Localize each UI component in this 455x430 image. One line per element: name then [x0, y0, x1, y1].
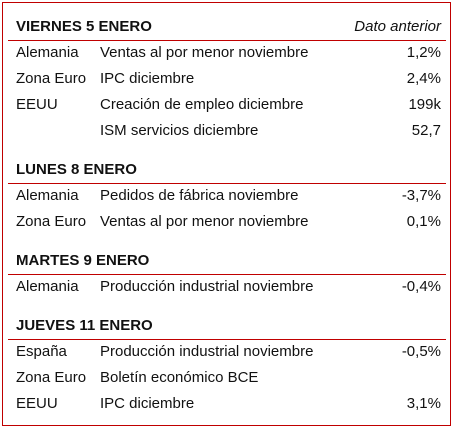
- value: 2,4%: [406, 70, 441, 87]
- country: EEUU: [16, 395, 58, 412]
- table-frame: [2, 2, 451, 426]
- country: España: [16, 343, 67, 360]
- header-rule: [8, 40, 446, 41]
- day-header: VIERNES 5 ENERO: [16, 18, 152, 35]
- indicator: Creación de empleo diciembre: [100, 96, 304, 113]
- header-rule: [8, 183, 446, 184]
- country: Zona Euro: [16, 213, 87, 230]
- column-header: Dato anterior: [354, 18, 441, 35]
- header-rule: [8, 339, 446, 340]
- indicator: Boletín económico BCE: [100, 369, 259, 386]
- value: 3,1%: [406, 395, 441, 412]
- header-rule: [8, 274, 446, 275]
- value: 52,7: [411, 122, 441, 139]
- indicator: IPC diciembre: [100, 70, 195, 87]
- country: Alemania: [16, 278, 79, 295]
- value: 0,1%: [406, 213, 441, 230]
- day-header: LUNES 8 ENERO: [16, 161, 137, 178]
- country: Zona Euro: [16, 369, 87, 386]
- value: 1,2%: [406, 44, 441, 61]
- country: Zona Euro: [16, 70, 87, 87]
- day-header: JUEVES 11 ENERO: [16, 317, 153, 334]
- value: -3,7%: [401, 187, 441, 204]
- indicator: IPC diciembre: [100, 395, 195, 412]
- indicator: ISM servicios diciembre: [100, 122, 259, 139]
- indicator: Pedidos de fábrica noviembre: [100, 187, 299, 204]
- day-header: MARTES 9 ENERO: [16, 252, 150, 269]
- value: -0,4%: [401, 278, 441, 295]
- indicator: Producción industrial noviembre: [100, 343, 314, 360]
- indicator: Ventas al por menor noviembre: [100, 213, 309, 230]
- country: Alemania: [16, 187, 79, 204]
- country: Alemania: [16, 44, 79, 61]
- value: -0,5%: [401, 343, 441, 360]
- indicator: Producción industrial noviembre: [100, 278, 314, 295]
- indicator: Ventas al por menor noviembre: [100, 44, 309, 61]
- country: EEUU: [16, 96, 58, 113]
- value: 199k: [408, 96, 441, 113]
